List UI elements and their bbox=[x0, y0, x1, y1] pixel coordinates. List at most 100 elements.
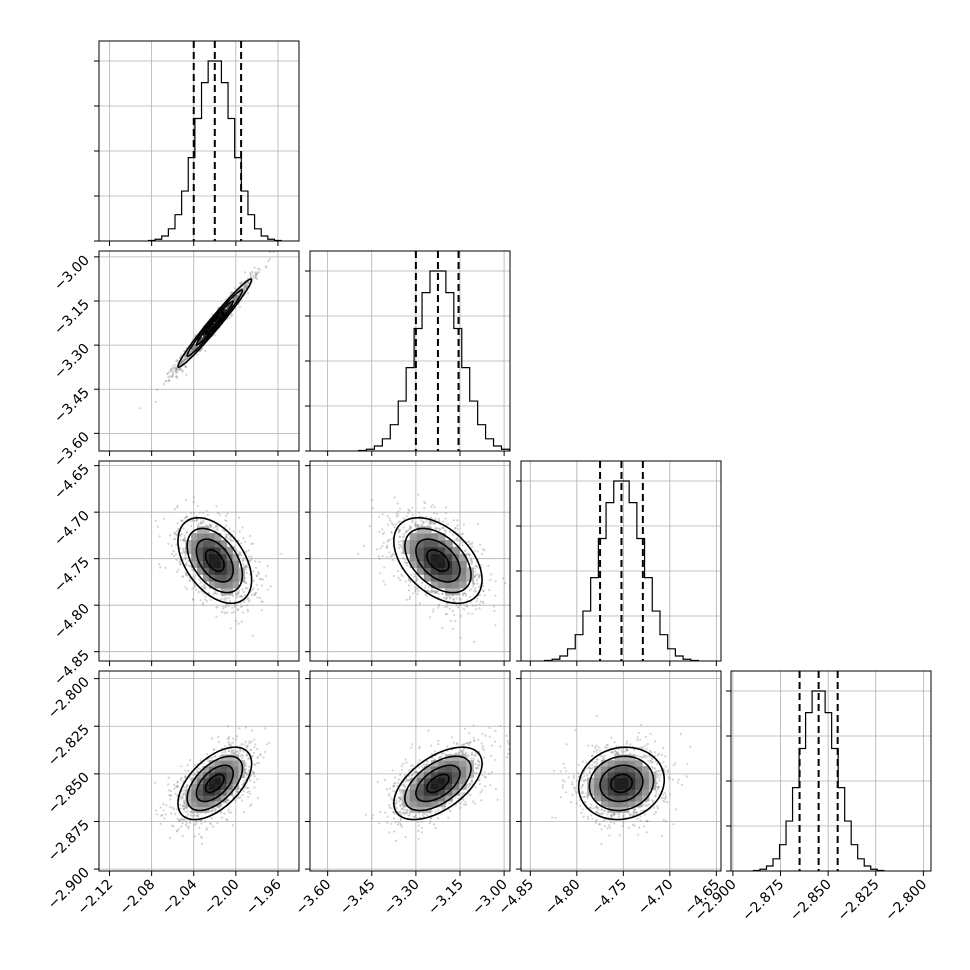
scatter-point bbox=[474, 754, 477, 757]
scatter-point bbox=[437, 739, 440, 743]
density-cell bbox=[197, 337, 204, 345]
scatter-point bbox=[640, 809, 643, 813]
scatter-point bbox=[228, 735, 231, 739]
scatter-point bbox=[605, 743, 609, 747]
scatter-point bbox=[209, 523, 212, 527]
scatter-point bbox=[662, 800, 665, 803]
scatter-point bbox=[244, 568, 247, 571]
scatter-point bbox=[476, 573, 479, 576]
scatter-point bbox=[232, 748, 235, 752]
scatter-point bbox=[600, 842, 603, 846]
scatter-point bbox=[168, 794, 171, 797]
scatter-point bbox=[595, 818, 598, 821]
scatter-point bbox=[586, 767, 589, 770]
scatter-point bbox=[395, 512, 399, 515]
scatter-point bbox=[264, 265, 267, 268]
scatter-point bbox=[181, 551, 184, 555]
scatter-point bbox=[184, 557, 187, 561]
scatter-point bbox=[475, 578, 479, 582]
scatter-point bbox=[445, 512, 448, 515]
scatter-point bbox=[247, 600, 250, 603]
scatter-point bbox=[663, 770, 666, 773]
scatter-point bbox=[561, 786, 564, 789]
scatter-point bbox=[400, 768, 404, 771]
scatter-point bbox=[586, 815, 590, 818]
scatter-point bbox=[204, 820, 207, 823]
scatter-point bbox=[179, 534, 182, 537]
scatter-point bbox=[201, 519, 205, 522]
scatter-point bbox=[245, 746, 248, 749]
scatter-point bbox=[244, 564, 247, 567]
scatter-point bbox=[399, 579, 402, 582]
scatter-point bbox=[235, 735, 239, 738]
scatter-point bbox=[589, 806, 592, 810]
scatter-point bbox=[259, 577, 262, 580]
scatter-point bbox=[478, 778, 481, 781]
density-cell bbox=[437, 766, 446, 773]
scatter-point bbox=[245, 604, 248, 607]
scatter-point bbox=[412, 592, 415, 595]
scatter-point bbox=[183, 537, 187, 540]
scatter-point bbox=[633, 808, 637, 811]
scatter-point bbox=[190, 525, 193, 528]
scatter-point bbox=[457, 606, 460, 609]
scatter-point bbox=[483, 594, 486, 597]
density-cell bbox=[214, 574, 222, 582]
scatter-point bbox=[248, 742, 251, 745]
scatter-point bbox=[231, 751, 234, 755]
scatter-point bbox=[188, 821, 191, 825]
contour-2 bbox=[404, 527, 472, 594]
scatter-point bbox=[191, 568, 194, 571]
scatter-point bbox=[469, 595, 472, 599]
scatter-point bbox=[173, 783, 176, 786]
density-cell bbox=[594, 777, 602, 784]
scatter-point bbox=[621, 824, 624, 828]
scatter-point bbox=[179, 562, 182, 566]
scatter-point bbox=[561, 784, 565, 787]
scatter-point bbox=[258, 762, 261, 765]
density-cell bbox=[226, 574, 234, 582]
density-cell bbox=[226, 777, 234, 784]
scatter-point bbox=[407, 579, 411, 582]
scatter-point bbox=[489, 578, 492, 582]
scatter-point bbox=[183, 536, 186, 539]
scatter-point bbox=[456, 524, 459, 527]
scatter-point bbox=[172, 372, 175, 375]
scatter-point bbox=[474, 604, 478, 607]
density-cell bbox=[226, 760, 234, 767]
scatter-point bbox=[252, 751, 255, 754]
scatter-point bbox=[629, 743, 632, 746]
scatter-point bbox=[265, 266, 268, 269]
scatter-point bbox=[265, 743, 268, 746]
scatter-point bbox=[622, 821, 625, 824]
scatter-point bbox=[507, 752, 510, 756]
scatter-point bbox=[227, 743, 231, 746]
scatter-point bbox=[245, 283, 248, 286]
scatter-point bbox=[215, 606, 218, 609]
scatter-point bbox=[435, 512, 439, 515]
scatter-point bbox=[224, 599, 227, 602]
scatter-point bbox=[461, 594, 464, 597]
scatter-point bbox=[182, 800, 185, 804]
scatter-point bbox=[235, 593, 238, 596]
scatter-point bbox=[196, 813, 200, 816]
scatter-point bbox=[453, 527, 457, 530]
scatter-point bbox=[192, 496, 195, 499]
scatter-point bbox=[433, 590, 436, 593]
scatter-point bbox=[620, 750, 623, 753]
scatter-point bbox=[181, 360, 184, 363]
scatter-point bbox=[255, 276, 258, 279]
density-cell bbox=[445, 553, 453, 562]
scatter-point bbox=[499, 745, 502, 748]
density-cell bbox=[430, 795, 439, 802]
scatter-point bbox=[186, 783, 189, 786]
scatter-point bbox=[474, 763, 477, 766]
scatter-point bbox=[397, 576, 400, 580]
scatter-point bbox=[269, 251, 272, 254]
scatter-point bbox=[596, 758, 599, 761]
density-cell bbox=[423, 800, 432, 808]
scatter-point bbox=[189, 578, 192, 582]
scatter-point bbox=[437, 593, 440, 596]
scatter-point bbox=[479, 563, 482, 567]
scatter-point bbox=[170, 812, 173, 815]
